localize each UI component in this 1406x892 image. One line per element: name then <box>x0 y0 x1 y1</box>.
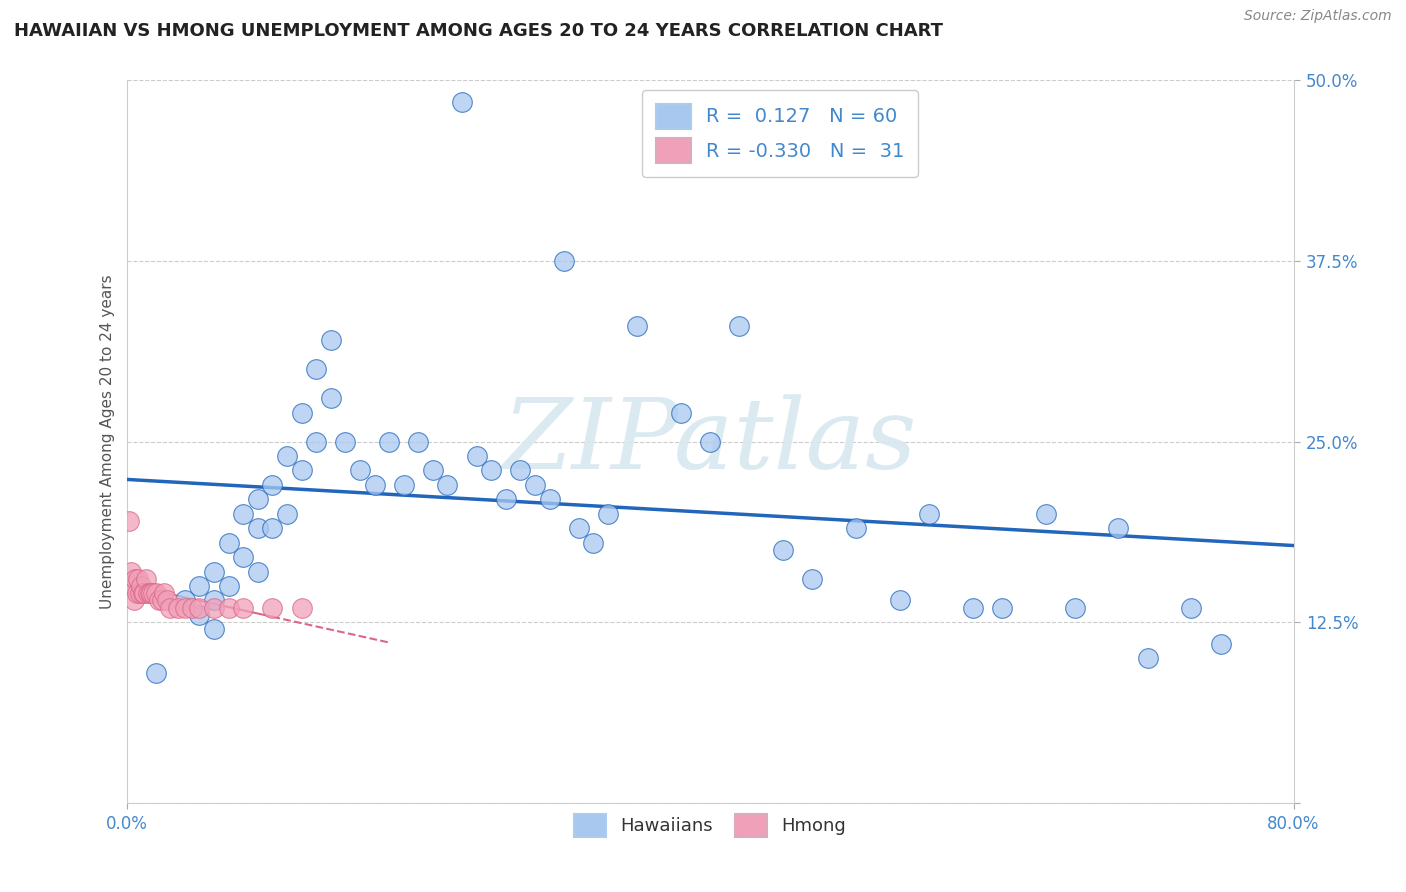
Point <box>145 665 167 680</box>
Point <box>145 586 167 600</box>
Point <box>121 579 143 593</box>
Point <box>128 586 150 600</box>
Point <box>305 362 328 376</box>
Point <box>845 521 868 535</box>
Point <box>290 463 312 477</box>
Point <box>148 593 170 607</box>
Point <box>990 600 1012 615</box>
Point <box>801 572 824 586</box>
Text: HAWAIIAN VS HMONG UNEMPLOYMENT AMONG AGES 20 TO 24 YEARS CORRELATION CHART: HAWAIIAN VS HMONG UNEMPLOYMENT AMONG AGE… <box>14 22 943 40</box>
Point <box>1136 651 1159 665</box>
Point <box>626 318 648 333</box>
Point <box>553 253 575 268</box>
Point <box>124 572 146 586</box>
Point <box>408 434 430 449</box>
Point <box>509 463 531 477</box>
Point <box>1035 507 1057 521</box>
Point <box>142 586 165 600</box>
Point <box>1209 637 1232 651</box>
Point <box>188 607 211 622</box>
Point <box>141 586 163 600</box>
Point <box>150 593 173 607</box>
Point <box>728 318 751 333</box>
Point <box>422 463 444 477</box>
Point <box>122 593 145 607</box>
Point <box>290 406 312 420</box>
Point <box>131 586 153 600</box>
Point <box>174 593 197 607</box>
Point <box>436 478 458 492</box>
Point <box>174 600 197 615</box>
Point <box>290 600 312 615</box>
Point <box>132 586 155 600</box>
Point <box>218 600 240 615</box>
Point <box>202 565 225 579</box>
Point <box>181 600 204 615</box>
Point <box>246 492 269 507</box>
Point <box>451 95 474 109</box>
Point <box>392 478 415 492</box>
Point <box>218 535 240 549</box>
Point <box>889 593 911 607</box>
Point <box>596 507 619 521</box>
Y-axis label: Unemployment Among Ages 20 to 24 years: Unemployment Among Ages 20 to 24 years <box>100 274 115 609</box>
Point <box>1108 521 1130 535</box>
Point <box>495 492 517 507</box>
Legend: Hawaiians, Hmong: Hawaiians, Hmong <box>567 806 853 845</box>
Point <box>363 478 385 492</box>
Point <box>202 593 225 607</box>
Point <box>378 434 401 449</box>
Point <box>232 600 254 615</box>
Point <box>262 478 284 492</box>
Point <box>218 579 240 593</box>
Point <box>153 586 176 600</box>
Text: Source: ZipAtlas.com: Source: ZipAtlas.com <box>1244 9 1392 23</box>
Point <box>669 406 692 420</box>
Point <box>479 463 502 477</box>
Point <box>276 449 298 463</box>
Point <box>305 434 328 449</box>
Point <box>699 434 721 449</box>
Point <box>319 391 342 405</box>
Point <box>962 600 984 615</box>
Point <box>232 507 254 521</box>
Point <box>538 492 561 507</box>
Point <box>129 579 152 593</box>
Point <box>156 593 179 607</box>
Point <box>139 586 162 600</box>
Point <box>1063 600 1085 615</box>
Point <box>125 586 148 600</box>
Point <box>772 542 794 557</box>
Point <box>202 623 225 637</box>
Point <box>319 334 342 348</box>
Point <box>918 507 941 521</box>
Point <box>582 535 605 549</box>
Text: ZIPatlas: ZIPatlas <box>503 394 917 489</box>
Point <box>166 600 188 615</box>
Point <box>335 434 357 449</box>
Point <box>134 572 156 586</box>
Point <box>118 514 141 528</box>
Point <box>262 600 284 615</box>
Point <box>159 600 181 615</box>
Point <box>138 586 160 600</box>
Point <box>246 565 269 579</box>
Point <box>232 550 254 565</box>
Point <box>568 521 591 535</box>
Point <box>188 579 211 593</box>
Point <box>127 572 149 586</box>
Point <box>524 478 547 492</box>
Point <box>1180 600 1202 615</box>
Point <box>262 521 284 535</box>
Point <box>276 507 298 521</box>
Point <box>188 600 211 615</box>
Point <box>202 600 225 615</box>
Point <box>246 521 269 535</box>
Point <box>349 463 371 477</box>
Point <box>120 565 142 579</box>
Point <box>465 449 488 463</box>
